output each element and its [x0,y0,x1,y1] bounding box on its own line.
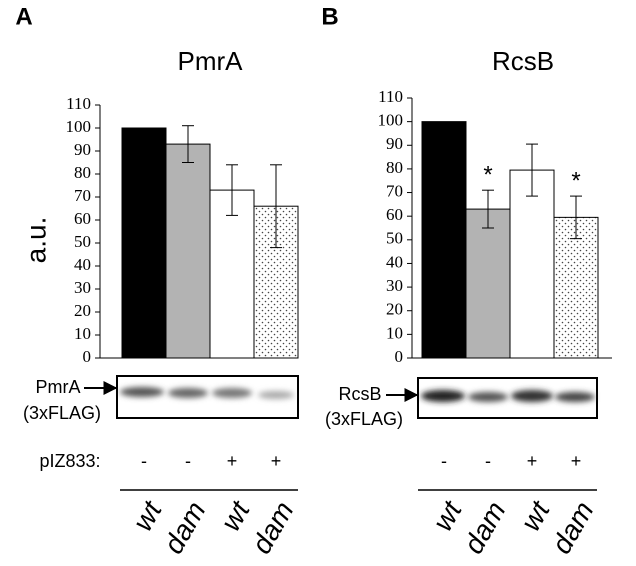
bar [509,169,555,359]
y-tick-label: 0 [83,347,92,366]
bar [165,143,211,359]
y-tick-label: 110 [378,87,403,106]
blot-a [116,375,299,419]
y-tick-label: 80 [386,158,403,177]
blot-tag: (3xFLAG) [325,409,403,429]
y-tick-label: 40 [74,255,91,274]
plasmid-sign: + [227,451,238,471]
plasmid-sign: - [485,451,491,471]
x-tick-label: dam [458,496,512,559]
blot-b [417,377,598,419]
plasmid-label: pIZ833: [39,451,100,471]
panel-label: B [321,3,338,30]
blot-label: RcsB [338,384,381,404]
bar [553,216,599,359]
plasmid-sign: + [571,451,582,471]
x-tick-label: dam [246,496,300,559]
y-tick-label: 10 [386,323,403,342]
chart-title: RcsB [492,46,554,76]
y-tick-label: 20 [386,300,403,319]
y-axis-label: a.u. [20,217,51,264]
y-tick-label: 100 [66,117,92,136]
plasmid-sign: + [271,451,282,471]
plasmid-sign: - [185,451,191,471]
x-tick-label: wt [515,495,556,536]
y-tick-label: 10 [74,324,91,343]
bar [121,127,167,359]
blot-label: PmrA [36,377,81,397]
bar [465,208,511,359]
y-tick-label: 110 [66,94,91,113]
y-tick-label: 0 [395,347,404,366]
significance-marker: * [571,167,580,194]
y-tick-label: 50 [74,232,91,251]
y-tick-label: 90 [386,134,403,153]
y-tick-label: 90 [74,140,91,159]
bar [209,189,255,359]
x-tick-label: dam [546,496,600,559]
x-tick-label: dam [158,496,212,559]
y-tick-label: 60 [74,209,91,228]
x-tick-label: wt [427,495,468,536]
y-tick-label: 30 [74,278,91,297]
y-tick-label: 50 [386,229,403,248]
y-tick-label: 80 [74,163,91,182]
y-tick-label: 40 [386,252,403,271]
blot-tag: (3xFLAG) [23,403,101,423]
y-tick-label: 30 [386,276,403,295]
y-tick-label: 60 [386,205,403,224]
plasmid-sign: - [441,451,447,471]
y-tick-label: 70 [74,186,91,205]
bar [421,121,467,359]
x-tick-label: wt [127,495,168,536]
panel-label: A [15,3,32,30]
y-tick-label: 20 [74,301,91,320]
plasmid-sign: + [527,451,538,471]
y-tick-label: 100 [378,111,404,130]
chart-title: PmrA [178,46,244,76]
x-tick-label: wt [215,495,256,536]
significance-marker: * [483,162,492,189]
y-tick-label: 70 [386,181,403,200]
plasmid-sign: - [141,451,147,471]
